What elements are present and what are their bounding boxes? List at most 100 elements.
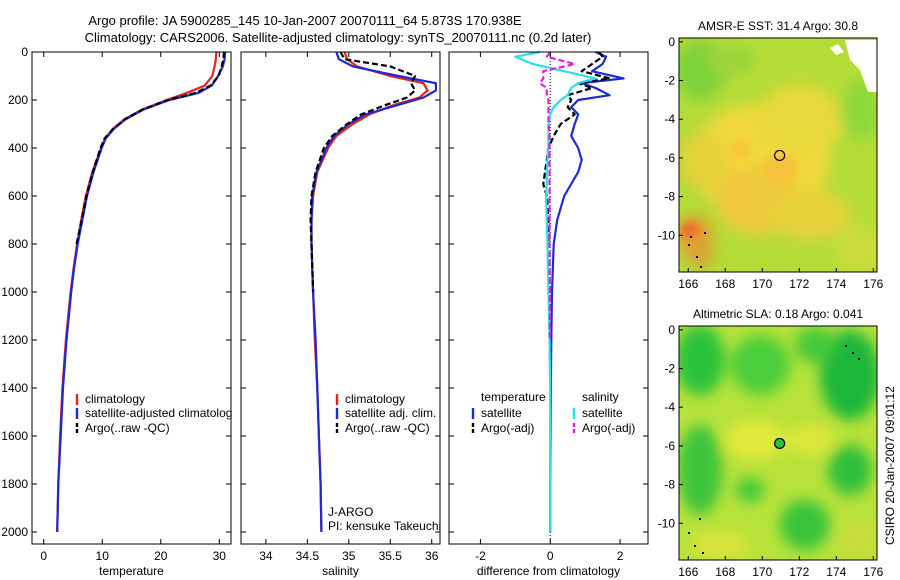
sst-map-field [679, 38, 877, 272]
salinity-xtick-label: 34.5 [296, 549, 320, 563]
sla-map-ytick-label: -2 [664, 362, 675, 376]
difference-legend-temp-argo: Argo(-adj) [481, 421, 534, 435]
salinity-series-1 [310, 51, 437, 533]
header-line-2: Climatology: CARS2006. Satellite-adjuste… [85, 30, 592, 45]
sst-map-xtick-label: 176 [863, 277, 883, 291]
salinity-xtick-label: 35.5 [379, 549, 403, 563]
island-speck [696, 256, 698, 258]
sst-map-ytick-label: -2 [664, 74, 675, 88]
island-speck [704, 232, 706, 234]
difference-axes-box [448, 51, 649, 545]
temperature-xtick-label: 0 [40, 549, 47, 563]
pi-annotation-name: PI: kensuke Takeuchi [328, 519, 441, 533]
sst-argo-marker [774, 149, 786, 162]
salinity-xtick-label: 36 [425, 549, 439, 563]
temperature-xtick-label: 30 [213, 549, 227, 563]
sst-map-ytick-label: -10 [658, 228, 676, 242]
sst-map-ytick-label: -8 [664, 190, 675, 204]
temperature-xtick-label: 10 [96, 549, 110, 563]
difference-legend-temp-title: temperature [481, 390, 546, 404]
island-speck [694, 545, 696, 547]
salinity-legend-2: Argo(..raw -QC) [345, 421, 430, 435]
salinity-series-2 [309, 51, 417, 293]
depth-tick-label: 2000 [1, 525, 28, 539]
difference-series-1 [542, 51, 611, 244]
salinity-xlabel: salinity [322, 564, 359, 578]
difference-xtick-label: 0 [547, 549, 554, 563]
island-speck [852, 352, 854, 354]
difference-xtick-label: 2 [617, 549, 624, 563]
sst-map-box [678, 37, 878, 273]
difference-legend-sal-sat: satellite [582, 406, 623, 420]
sla-map-ytick-label: -4 [664, 400, 675, 414]
island-speck [845, 345, 847, 347]
depth-tick-label: 1000 [1, 285, 28, 299]
island-speck [700, 266, 702, 268]
sla-argo-marker [774, 437, 786, 450]
sst-map-xtick-label: 174 [826, 277, 846, 291]
depth-tick-label: 1800 [1, 477, 28, 491]
difference-xlabel: difference from climatology [477, 564, 620, 578]
sla-map-xtick-label: 168 [715, 565, 735, 579]
temperature-legend-2: Argo(..raw -QC) [85, 421, 170, 435]
sst-map-ytick-label: 0 [668, 35, 675, 49]
depth-tick-label: 400 [8, 141, 28, 155]
salinity-xtick-label: 34 [259, 549, 273, 563]
pi-annotation-program: J-ARGO [328, 505, 373, 519]
temperature-panel [31, 51, 232, 545]
difference-legend-temp-sat: satellite [481, 406, 522, 420]
depth-tick-label: 200 [8, 93, 28, 107]
sst-map-xtick-label: 170 [752, 277, 772, 291]
sla-map-axes [678, 325, 878, 561]
temperature-xlabel: temperature [99, 564, 164, 578]
island-speck [688, 244, 690, 246]
sst-map-xtick-label: 172 [789, 277, 809, 291]
salinity-legend-1: satellite adj. clim. [345, 406, 436, 420]
temperature-series-0 [56, 51, 218, 533]
difference-legend-sal-argo: Argo(-adj) [582, 421, 635, 435]
sst-map-title: AMSR-E SST: 31.4 Argo: 30.8 [698, 19, 858, 33]
sla-map-xtick-label: 176 [863, 565, 883, 579]
sla-map-box [678, 325, 878, 561]
depth-tick-label: 600 [8, 189, 28, 203]
temperature-xtick-label: 20 [154, 549, 168, 563]
difference-panel [448, 50, 649, 545]
depth-tick-label: 1600 [1, 429, 28, 443]
sla-map-xtick-label: 170 [752, 565, 772, 579]
island-speck [688, 532, 690, 534]
difference-xtick-label: -2 [475, 549, 486, 563]
depth-tick-label: 1400 [1, 381, 28, 395]
sla-map-ytick-label: -8 [664, 478, 675, 492]
salinity-xtick-label: 35 [342, 549, 356, 563]
sla-map-xtick-label: 172 [789, 565, 809, 579]
difference-series-2 [514, 50, 597, 532]
salinity-axes-box [240, 51, 441, 545]
sst-map-ytick-label: -6 [664, 151, 675, 165]
difference-series-3 [538, 51, 576, 340]
sst-map-axes [678, 37, 878, 273]
difference-series-0 [549, 50, 625, 532]
island-speck [858, 358, 860, 360]
temperature-legend-0: climatology [85, 392, 145, 406]
sla-map-ytick-label: -6 [664, 439, 675, 453]
depth-tick-label: 800 [8, 237, 28, 251]
island-speck [690, 236, 692, 238]
temperature-series-2 [75, 51, 226, 245]
depth-tick-label: 0 [21, 45, 28, 59]
island-speck [702, 552, 704, 554]
sst-map-ytick-label: -4 [664, 112, 675, 126]
timestamp-label: CSIRO 20-Jan-2007 09:01:12 [883, 386, 897, 545]
island-speck [699, 518, 701, 520]
sla-map-xtick-label: 174 [826, 565, 846, 579]
sla-map-ytick-label: 0 [668, 323, 675, 337]
sla-map-xtick-label: 166 [678, 565, 698, 579]
sst-map-xtick-label: 168 [715, 277, 735, 291]
salinity-series-0 [310, 51, 429, 533]
sst-map-xtick-label: 166 [678, 277, 698, 291]
sla-map-ytick-label: -10 [658, 516, 676, 530]
temperature-series-1 [56, 51, 227, 533]
sla-map-title: Altimetric SLA: 0.18 Argo: 0.041 [693, 307, 863, 321]
depth-tick-label: 1200 [1, 333, 28, 347]
difference-legend-sal-title: salinity [582, 390, 619, 404]
